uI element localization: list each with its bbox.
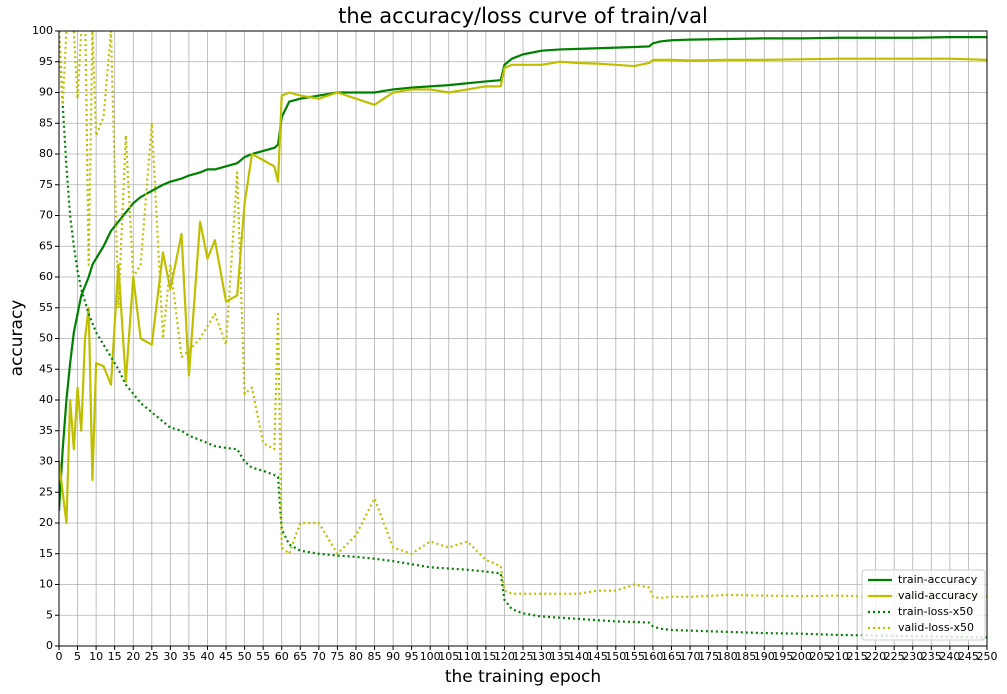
x-tick-label: 145	[587, 650, 608, 663]
series-line	[59, 36, 987, 511]
series-line	[59, 31, 987, 639]
y-tick-label: 55	[39, 301, 53, 314]
x-tick-label: 210	[828, 650, 849, 663]
x-tick-label: 185	[735, 650, 756, 663]
x-tick-label: 100	[420, 650, 441, 663]
y-tick-label: 75	[39, 178, 53, 191]
y-tick-label: 30	[39, 455, 53, 468]
x-tick-label: 50	[238, 650, 252, 663]
legend-label: train-loss-x50	[898, 605, 973, 618]
x-tick-label: 15	[108, 650, 122, 663]
x-tick-label: 45	[219, 650, 233, 663]
x-tick-label: 65	[293, 650, 307, 663]
legend: train-accuracy valid-accuracy train-loss-x…	[861, 569, 986, 641]
x-tick-label: 175	[698, 650, 719, 663]
y-tick-label: 35	[39, 424, 53, 437]
y-tick-label: 0	[46, 639, 53, 652]
x-tick-label: 95	[405, 650, 419, 663]
x-tick-label: 140	[568, 650, 589, 663]
y-tick-label: 60	[39, 270, 53, 283]
y-tick-label: 85	[39, 116, 53, 129]
legend-box	[861, 569, 986, 641]
x-tick-label: 5	[74, 650, 81, 663]
y-tick-label: 50	[39, 332, 53, 345]
y-tick-label: 95	[39, 55, 53, 68]
x-tick-label: 110	[457, 650, 478, 663]
x-tick-label: 225	[884, 650, 905, 663]
x-tick-label: 150	[605, 650, 626, 663]
plot-area	[59, 31, 987, 639]
legend-label: train-accuracy	[898, 573, 978, 586]
x-tick-label: 40	[200, 650, 214, 663]
x-tick-label: 0	[56, 650, 63, 663]
x-tick-label: 35	[182, 650, 196, 663]
y-tick-label: 10	[39, 578, 53, 591]
x-tick-label: 20	[126, 650, 140, 663]
x-tick-label: 160	[642, 650, 663, 663]
legend-label: valid-loss-x50	[898, 621, 974, 634]
y-tick-label: 40	[39, 393, 53, 406]
y-tick-label: 15	[39, 547, 53, 560]
y-tick-label: 5	[46, 608, 53, 621]
x-tick-label: 85	[368, 650, 382, 663]
x-tick-label: 180	[717, 650, 738, 663]
y-tick-label: 20	[39, 516, 53, 529]
y-tick-label: 65	[39, 239, 53, 252]
y-tick-label: 70	[39, 209, 53, 222]
x-tick-label: 230	[902, 650, 923, 663]
x-tick-label: 25	[145, 650, 159, 663]
x-tick-label: 60	[275, 650, 289, 663]
x-axis-label: the training epoch	[445, 667, 601, 687]
x-tick-label: 30	[163, 650, 177, 663]
x-tick-label: 130	[531, 650, 552, 663]
y-axis-label: accuracy	[7, 300, 27, 377]
y-tick-label: 90	[39, 86, 53, 99]
x-tick-label: 125	[513, 650, 534, 663]
x-tick-label: 240	[939, 650, 960, 663]
x-tick-label: 75	[330, 650, 344, 663]
series-line	[59, 57, 987, 525]
x-tick-label: 220	[865, 650, 886, 663]
x-tick-label: 55	[256, 650, 270, 663]
x-tick-label: 190	[754, 650, 775, 663]
series-line	[59, 31, 987, 600]
x-tick-label: 155	[624, 650, 645, 663]
y-tick-label: 25	[39, 485, 53, 498]
x-tick-label: 235	[921, 650, 942, 663]
x-tick-label: 90	[386, 650, 400, 663]
y-tick-label: 80	[39, 147, 53, 160]
x-tick-label: 215	[847, 650, 868, 663]
x-tick-label: 70	[312, 650, 326, 663]
y-tick-label: 100	[32, 24, 53, 37]
x-tick-label: 135	[550, 650, 571, 663]
x-tick-label: 195	[772, 650, 793, 663]
x-tick-label: 200	[791, 650, 812, 663]
x-tick-label: 165	[661, 650, 682, 663]
x-tick-label: 245	[958, 650, 979, 663]
x-tick-label: 250	[977, 650, 998, 663]
x-tick-label: 115	[475, 650, 496, 663]
chart-title: the accuracy/loss curve of train/val	[338, 4, 708, 28]
x-tick-label: 170	[680, 650, 701, 663]
grid: 0 5 10 15 20 25 30 35 40 45 50 55 60 65 70 75 80 85 90 95 10…	[32, 24, 998, 663]
x-tick-label: 205	[809, 650, 830, 663]
legend-label: valid-accuracy	[898, 589, 978, 602]
y-tick-label: 45	[39, 362, 53, 375]
x-tick-label: 10	[89, 650, 103, 663]
x-tick-label: 80	[349, 650, 363, 663]
x-tick-label: 105	[438, 650, 459, 663]
x-tick-label: 120	[494, 650, 515, 663]
plot-frame	[58, 30, 988, 647]
